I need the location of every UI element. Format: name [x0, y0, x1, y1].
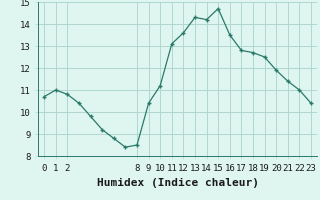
X-axis label: Humidex (Indice chaleur): Humidex (Indice chaleur) [97, 178, 259, 188]
